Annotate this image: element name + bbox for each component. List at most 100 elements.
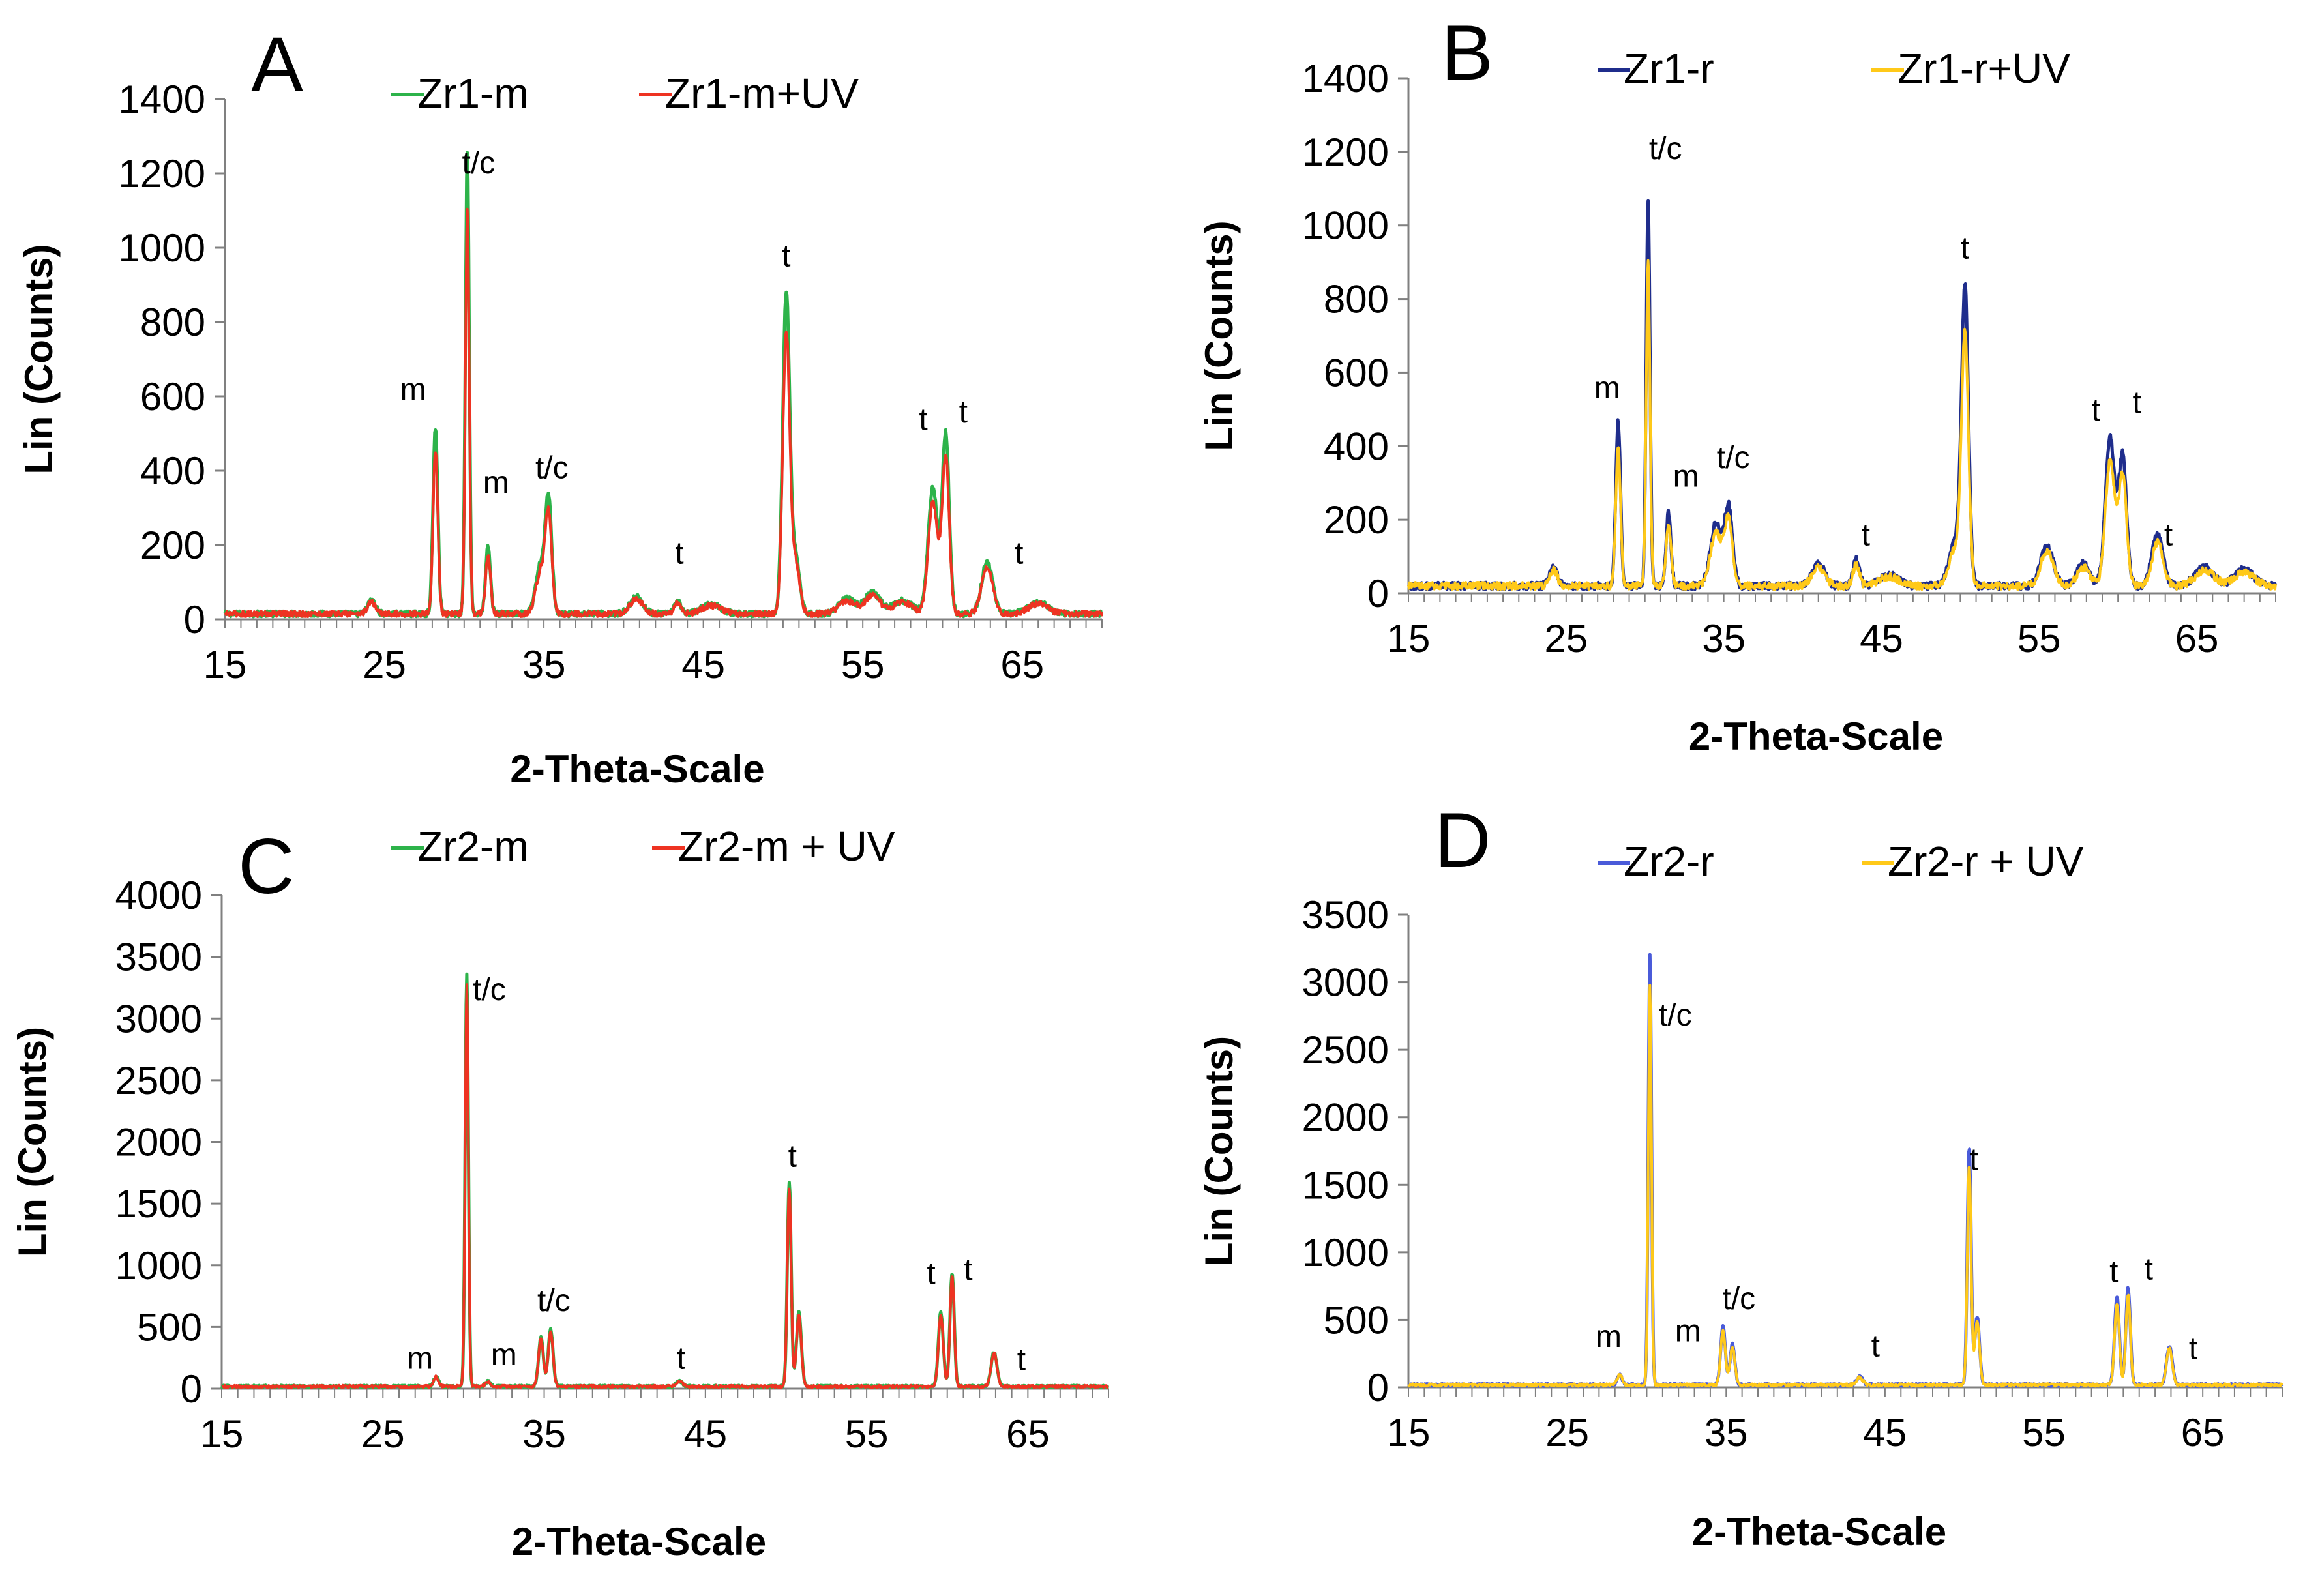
y-tick-label: 0 (181, 1367, 202, 1411)
x-tick-label: 65 (1006, 1412, 1050, 1456)
x-tick-label: 35 (1702, 617, 1746, 660)
x-axis-title: 2-Theta-Scale (1692, 1510, 1946, 1554)
peak-label: t (919, 402, 927, 437)
peak-label: t (1017, 1343, 1026, 1378)
y-tick-label: 1200 (1302, 130, 1389, 174)
x-axis-title: 2-Theta-Scale (510, 747, 764, 791)
legend-label: Zr1-m+UV (665, 70, 859, 117)
panel-letter: B (1441, 9, 1493, 96)
x-tick-label: 65 (2181, 1411, 2225, 1455)
x-tick-label: 15 (200, 1412, 244, 1456)
x-tick-label: 55 (2022, 1411, 2066, 1455)
peak-label: t (2145, 1252, 2153, 1286)
y-tick-label: 3000 (1302, 961, 1389, 1005)
legend-label: Zr2-m + UV (678, 823, 895, 870)
legend-label: Zr1-r+UV (1897, 45, 2070, 92)
series-line-zr2-r-uv (1407, 984, 2283, 1388)
y-tick-label: 400 (1324, 424, 1389, 468)
y-tick-label: 1400 (119, 78, 205, 121)
peak-label: t (2189, 1332, 2197, 1367)
x-tick-label: 65 (1000, 643, 1044, 687)
x-tick-label: 25 (363, 643, 406, 687)
x-tick-label: 55 (2017, 617, 2061, 660)
peak-label: t/c (462, 146, 495, 181)
y-tick-label: 2500 (115, 1059, 202, 1102)
peak-label: t (1871, 1329, 1880, 1363)
x-tick-label: 15 (1387, 617, 1431, 660)
panel-d: D 0 500 1000 1500 2000 2500 3000 3500 15 25 35 45 55 6… (1197, 797, 2284, 1554)
peak-label: t (1862, 518, 1870, 553)
legend-label: Zr1-r (1624, 45, 1714, 92)
peak-label: t (2133, 386, 2141, 421)
x-tick-label: 25 (1545, 1411, 1589, 1455)
y-tick-label: 800 (140, 301, 205, 344)
x-tick-label: 35 (522, 643, 566, 687)
panel-letter: A (251, 21, 303, 108)
y-tick-label: 1500 (115, 1182, 202, 1226)
peak-label: t (964, 1252, 972, 1287)
panel-b: B 0 200 400 600 800 1000 1200 1400 15 25 35 45 55 65 2-… (1197, 9, 2278, 758)
y-tick-label: 3500 (115, 936, 202, 979)
peak-label: t/c (473, 973, 506, 1007)
y-tick-label: 200 (1324, 498, 1389, 542)
x-tick-label: 45 (683, 1412, 727, 1456)
series-line-zr1-m-uv (224, 207, 1103, 618)
peak-label: t/c (1649, 132, 1682, 166)
peak-label: m (491, 1338, 517, 1372)
peak-label: t (1015, 537, 1023, 571)
y-tick-label: 1000 (119, 226, 205, 270)
series-line-zr2-m-uv (221, 983, 1109, 1389)
y-tick-label: 800 (1324, 278, 1389, 321)
y-tick-label: 600 (140, 375, 205, 419)
peak-label: m (407, 1342, 433, 1376)
y-tick-label: 1400 (1302, 57, 1389, 100)
y-tick-label: 0 (184, 598, 205, 642)
y-tick-label: 2500 (1302, 1028, 1389, 1072)
x-tick-label: 15 (1387, 1411, 1431, 1455)
legend-label: Zr2-r + UV (1888, 838, 2084, 885)
x-axis-title: 2-Theta-Scale (512, 1520, 766, 1563)
x-tick-label: 65 (2175, 617, 2219, 660)
panel-a: A 0 200 400 600 800 1000 1200 1400 15 25 35 45 55 65 2-… (17, 21, 1104, 791)
y-tick-label: 600 (1324, 351, 1389, 394)
legend-label: Zr2-m (417, 823, 529, 870)
panel-letter: D (1435, 797, 1491, 884)
y-tick-label: 4000 (115, 874, 202, 917)
panel-c: C 0 500 1000 1500 2000 2500 3000 3500 4000 15 25 35 4… (10, 823, 1110, 1563)
peak-label: t/c (535, 451, 569, 485)
y-tick-label: 500 (1324, 1298, 1389, 1342)
x-tick-label: 25 (1544, 617, 1588, 660)
peak-label: t (782, 239, 790, 274)
x-tick-label: 45 (1860, 617, 1903, 660)
peak-label: t (1970, 1143, 1978, 1177)
peak-label: t (675, 537, 683, 571)
x-tick-label: 45 (1864, 1411, 1907, 1455)
y-tick-label: 200 (140, 524, 205, 567)
peak-label: t (788, 1139, 797, 1174)
peak-label: t (1961, 231, 1969, 266)
peak-label: t (2109, 1254, 2118, 1289)
x-axis-title: 2-Theta-Scale (1689, 715, 1943, 758)
x-tick-label: 15 (203, 643, 247, 687)
series-line-zr1-r-uv (1407, 259, 2277, 591)
y-axis-title: Lin (Counts) (1197, 1036, 1241, 1266)
peak-label: m (400, 373, 426, 407)
peak-label: m (1673, 459, 1699, 494)
x-tick-label: 35 (1704, 1411, 1748, 1455)
legend-label: Zr2-r (1624, 838, 1714, 885)
peak-label: t (2164, 518, 2173, 553)
x-tick-label: 55 (845, 1412, 889, 1456)
peak-label: m (1675, 1314, 1701, 1349)
peak-label: m (1596, 1320, 1622, 1354)
y-tick-label: 0 (1367, 1366, 1389, 1410)
y-tick-label: 1200 (119, 152, 205, 196)
peak-label: t (927, 1256, 935, 1291)
panel-letter: C (238, 823, 295, 910)
x-tick-label: 45 (681, 643, 725, 687)
y-tick-label: 400 (140, 449, 205, 493)
peak-label: t (2092, 393, 2100, 428)
peak-label: t/c (537, 1284, 571, 1318)
y-axis-title: Lin (Counts) (10, 1027, 54, 1257)
peak-label: t/c (1722, 1282, 1755, 1316)
